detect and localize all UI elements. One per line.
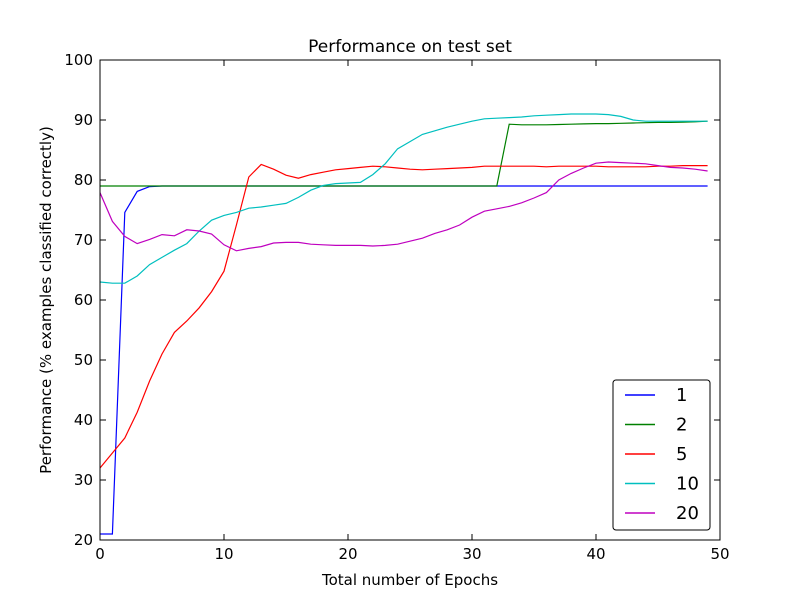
x-tick-label: 40 — [586, 545, 605, 563]
legend-label: 1 — [676, 385, 687, 406]
series-line-2 — [100, 120, 708, 187]
y-tick-label: 40 — [74, 411, 93, 429]
series-line-10 — [99, 113, 708, 284]
y-tick-label: 50 — [74, 351, 93, 369]
legend-label: 10 — [676, 474, 699, 495]
x-tick-label: 10 — [214, 545, 233, 563]
y-tick-label: 80 — [74, 171, 93, 189]
y-tick-label: 20 — [74, 531, 93, 549]
x-axis-label: Total number of Epochs — [321, 571, 498, 589]
y-axis-label: Performance (% examples classified corre… — [37, 126, 55, 474]
y-tick-label: 90 — [74, 111, 93, 129]
y-axis: 20 30 40 50 60 70 80 90 100 — [64, 51, 720, 549]
legend-label: 2 — [676, 415, 687, 436]
y-tick-label: 100 — [64, 51, 93, 69]
y-tick-label: 70 — [74, 231, 93, 249]
x-tick-label: 50 — [710, 545, 729, 563]
series-lines — [99, 113, 708, 535]
legend: 1 2 5 10 20 — [612, 379, 711, 531]
y-tick-label: 30 — [74, 471, 93, 489]
legend-box — [612, 379, 711, 531]
chart-title: Performance on test set — [308, 37, 512, 57]
legend-label: 5 — [676, 444, 687, 465]
legend-label: 20 — [676, 503, 699, 524]
x-tick-label: 0 — [95, 545, 105, 563]
series-line-5 — [99, 163, 708, 469]
y-tick-label: 60 — [74, 291, 93, 309]
series-line-20 — [99, 161, 708, 252]
x-tick-label: 20 — [338, 545, 357, 563]
x-tick-label: 30 — [462, 545, 481, 563]
x-axis: 0 10 20 30 40 50 — [95, 60, 730, 563]
